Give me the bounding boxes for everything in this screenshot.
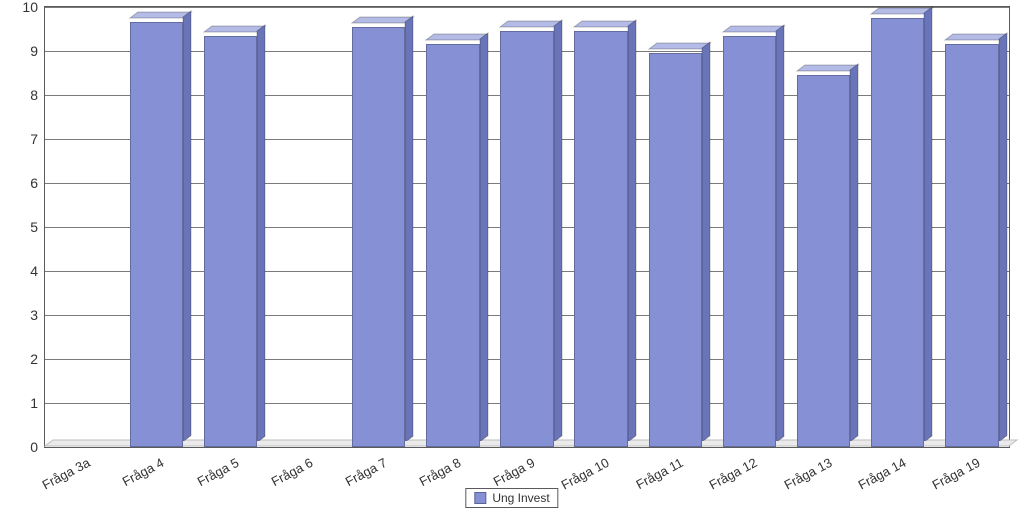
bar-side-face — [256, 24, 266, 441]
bar-side-face — [775, 24, 785, 441]
legend-swatch — [474, 492, 486, 504]
bar-front-face — [574, 31, 627, 447]
bar — [500, 31, 553, 447]
legend: Ung Invest — [465, 488, 558, 508]
bar-front-face — [204, 36, 257, 447]
bar-side-face — [998, 32, 1008, 441]
bar-front-face — [871, 18, 924, 447]
x-axis-labels: Fråga 3aFråga 4Fråga 5Fråga 6Fråga 7Fråg… — [44, 454, 1010, 484]
x-tick-label: Fråga 13 — [781, 455, 834, 493]
x-tick-label: Fråga 12 — [707, 455, 760, 493]
bar-side-face — [404, 15, 414, 441]
x-tick-label: Fråga 14 — [855, 455, 908, 493]
y-tick-label: 9 — [0, 43, 38, 59]
bar-front-face — [426, 44, 479, 447]
y-tick-label: 2 — [0, 351, 38, 367]
bar — [204, 36, 257, 447]
bar-side-face — [479, 32, 489, 441]
bar-side-face — [849, 63, 859, 441]
x-tick-label: Fråga 6 — [268, 455, 315, 489]
y-tick-label: 8 — [0, 87, 38, 103]
bar — [574, 31, 627, 447]
bar-front-face — [723, 36, 776, 447]
plot-area — [44, 6, 1010, 448]
y-tick-label: 3 — [0, 307, 38, 323]
y-tick-label: 6 — [0, 175, 38, 191]
x-tick-label: Fråga 7 — [343, 455, 390, 489]
bar-front-face — [945, 44, 998, 447]
x-tick-label: Fråga 10 — [559, 455, 612, 493]
bar-front-face — [130, 22, 183, 447]
bar — [426, 44, 479, 447]
y-tick-label: 0 — [0, 439, 38, 455]
bar — [352, 27, 405, 447]
bar — [723, 36, 776, 447]
bars-group — [45, 7, 1009, 447]
bar-side-face — [923, 6, 933, 441]
x-tick-label: Fråga 8 — [417, 455, 464, 489]
bar-side-face — [182, 10, 192, 441]
x-tick-label: Fråga 4 — [120, 455, 167, 489]
x-tick-label: Fråga 11 — [634, 455, 686, 492]
y-tick-label: 1 — [0, 395, 38, 411]
chart-container: 012345678910 Fråga 3aFråga 4Fråga 5Fråga… — [0, 0, 1024, 512]
bar — [797, 75, 850, 447]
bar-side-face — [627, 19, 637, 441]
bar-front-face — [797, 75, 850, 447]
x-tick-label: Fråga 9 — [491, 455, 538, 489]
bar-side-face — [701, 41, 711, 441]
x-tick-label: Fråga 5 — [194, 455, 241, 489]
x-tick-label: Fråga 3a — [40, 455, 93, 493]
plot-inner — [45, 7, 1009, 447]
x-tick-label: Fråga 19 — [929, 455, 982, 493]
y-tick-label: 5 — [0, 219, 38, 235]
y-tick-label: 4 — [0, 263, 38, 279]
y-tick-label: 7 — [0, 131, 38, 147]
bar — [130, 22, 183, 447]
bar — [871, 18, 924, 447]
legend-label: Ung Invest — [492, 491, 549, 505]
bar-front-face — [352, 27, 405, 447]
bar — [945, 44, 998, 447]
y-tick-label: 10 — [0, 0, 38, 15]
bar — [649, 53, 702, 447]
bar-side-face — [553, 19, 563, 441]
bar-front-face — [500, 31, 553, 447]
bar-front-face — [649, 53, 702, 447]
